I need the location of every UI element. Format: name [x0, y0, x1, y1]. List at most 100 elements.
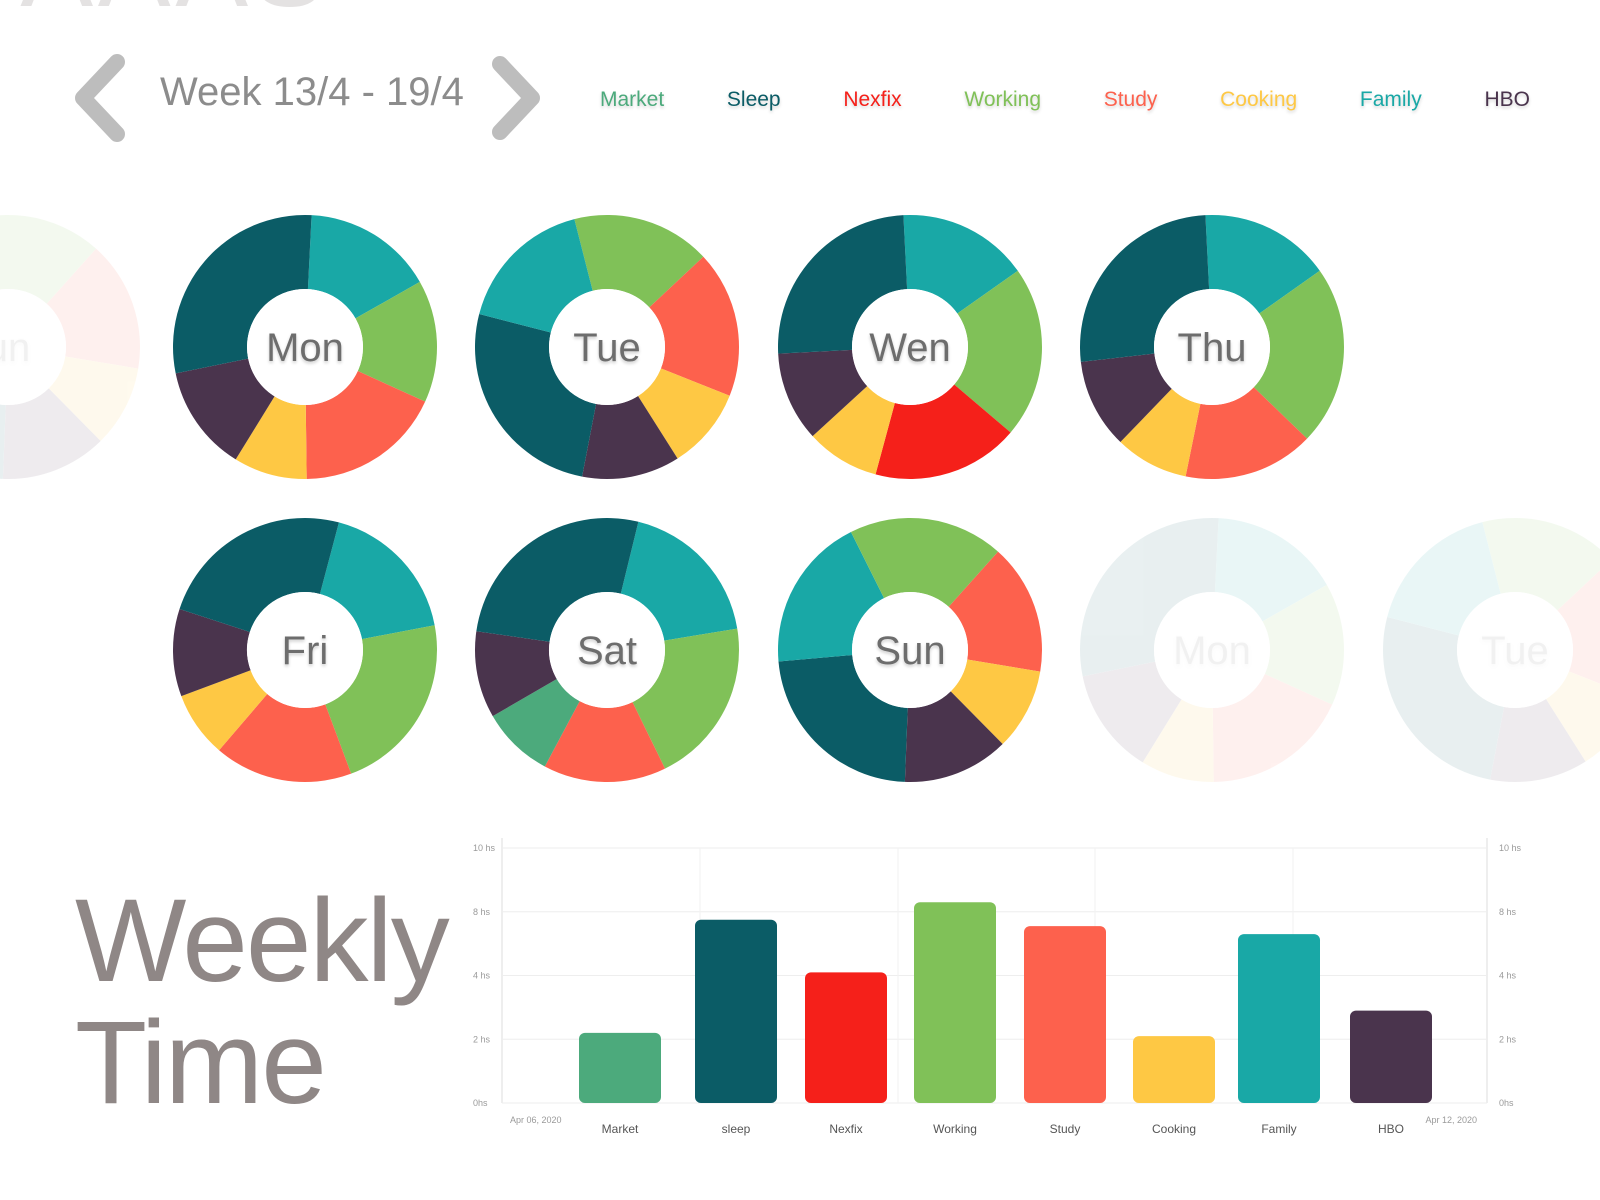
slice-study: [1557, 570, 1600, 684]
legend-item-sleep[interactable]: Sleep: [726, 88, 781, 111]
slice-hbo: [1490, 699, 1586, 783]
bar-working[interactable]: [914, 902, 996, 1103]
x-tick-label: HBO: [1378, 1122, 1404, 1136]
x-tick-label: sleep: [722, 1122, 751, 1136]
bar-sleep[interactable]: [695, 919, 777, 1103]
slice-working: [632, 628, 739, 769]
x-tick-label: Study: [1050, 1122, 1081, 1136]
y-tick-left: 2 hs: [473, 1034, 491, 1044]
y-tick-right: 10 hs: [1499, 843, 1522, 853]
legend-item-family[interactable]: Family: [1359, 88, 1422, 111]
weekly-time-title: Weekly Time: [75, 875, 450, 1129]
chevron-left-icon: [75, 54, 125, 142]
y-tick-right: 4 hs: [1499, 971, 1517, 981]
donut-sat[interactable]: Sat: [475, 518, 739, 782]
y-tick-left: 4 hs: [473, 971, 491, 981]
donut-wen[interactable]: Wen: [778, 215, 1042, 480]
slice-working: [954, 270, 1042, 433]
chevron-right-icon: [492, 56, 540, 140]
legend-item-study[interactable]: Study: [1103, 88, 1158, 111]
slice-cooking: [181, 670, 268, 751]
slice-study: [948, 551, 1042, 672]
slice-cooking: [1546, 671, 1600, 762]
next-week-button[interactable]: [480, 50, 550, 150]
slice-working: [1253, 270, 1344, 439]
slice-cooking: [812, 386, 895, 475]
daily-donut-charts: Mon Tue Wen Thu Fri Sat Sun un Mon Tue: [0, 214, 1600, 783]
slice-sleep: [1080, 215, 1210, 362]
x-tick-label: Working: [933, 1122, 977, 1136]
day-label: Mon: [1173, 629, 1251, 673]
ghost-donut-left: un: [0, 215, 141, 479]
day-label: Sat: [577, 629, 637, 673]
slice-nexfix: [875, 384, 1011, 480]
donut-tue[interactable]: Tue: [475, 215, 739, 479]
slice-hbo: [1080, 353, 1172, 443]
day-label: un: [0, 326, 30, 370]
weekly-title-line2: Time: [75, 997, 327, 1129]
slice-cooking: [950, 659, 1041, 745]
slice-hbo: [475, 631, 557, 717]
slice-family: [778, 531, 885, 662]
legend-item-nexfix[interactable]: Nexfix: [843, 88, 902, 111]
slice-sleep: [1080, 518, 1219, 677]
slice-hbo: [172, 608, 251, 697]
donut-sun[interactable]: Sun: [778, 517, 1042, 782]
slice-family: [1214, 518, 1327, 622]
bar-hbo[interactable]: [1350, 1010, 1432, 1103]
bar-market[interactable]: [579, 1032, 661, 1103]
slice-study: [46, 248, 141, 369]
legend-item-cooking[interactable]: Cooking: [1220, 88, 1298, 111]
slice-sleep: [179, 518, 339, 632]
bar-study[interactable]: [1024, 926, 1106, 1103]
x-tick-label: Cooking: [1152, 1122, 1196, 1136]
slice-working: [325, 625, 438, 774]
slice-hbo: [175, 358, 275, 460]
slice-family: [1205, 214, 1320, 314]
slice-family: [319, 522, 435, 640]
slice-market: [492, 679, 580, 767]
bar-nexfix[interactable]: [805, 972, 887, 1103]
slice-sleep: [778, 215, 908, 354]
slice-sleep: [778, 655, 908, 782]
bar-cooking[interactable]: [1133, 1036, 1215, 1103]
y-tick-left: 0hs: [473, 1098, 488, 1108]
page-heading-fragment: ΛΛΛS: [20, 0, 330, 32]
day-label: Fri: [282, 629, 329, 673]
legend-item-hbo[interactable]: HBO: [1484, 88, 1530, 111]
legend-item-market[interactable]: Market: [600, 88, 665, 111]
slice-family: [479, 219, 593, 333]
legend-item-working[interactable]: Working: [964, 88, 1042, 111]
y-tick-right: 2 hs: [1499, 1034, 1517, 1044]
slice-sleep: [173, 215, 312, 374]
slice-family: [1387, 522, 1501, 636]
x-tick-label: Family: [1261, 1122, 1296, 1136]
slice-working: [0, 215, 97, 304]
slice-sleep: [0, 404, 6, 479]
slice-hbo: [582, 396, 678, 479]
slice-cooking: [1142, 699, 1214, 782]
end-date-label: Apr 12, 2020: [1425, 1115, 1477, 1125]
slice-study: [305, 371, 426, 479]
day-label: Mon: [266, 326, 344, 370]
x-tick-label: Nexfix: [829, 1122, 862, 1136]
slice-working: [355, 281, 438, 402]
slice-working: [574, 215, 704, 308]
day-label: Thu: [1178, 326, 1247, 370]
slice-study: [649, 256, 739, 396]
slice-working: [1262, 584, 1344, 705]
bar-family[interactable]: [1238, 934, 1320, 1103]
slice-hbo: [778, 349, 868, 437]
prev-week-button[interactable]: [65, 50, 135, 150]
donut-mon[interactable]: Mon: [173, 215, 438, 479]
slice-cooking: [638, 368, 730, 459]
slice-cooking: [48, 356, 139, 442]
start-date-label: Apr 06, 2020: [510, 1115, 562, 1125]
x-tick-label: Market: [602, 1122, 639, 1136]
day-label: Wen: [869, 326, 951, 370]
donut-thu[interactable]: Thu: [1080, 214, 1344, 479]
weekly-bar-chart: 0hs 0hs 2 hs 2 hs 4 hs 4 hs 8 hs 8 hs 10 hs 10 hs…: [473, 838, 1522, 1136]
weekly-title-line1: Weekly: [75, 875, 450, 1007]
slice-cooking: [235, 396, 307, 479]
donut-fri[interactable]: Fri: [172, 518, 438, 782]
